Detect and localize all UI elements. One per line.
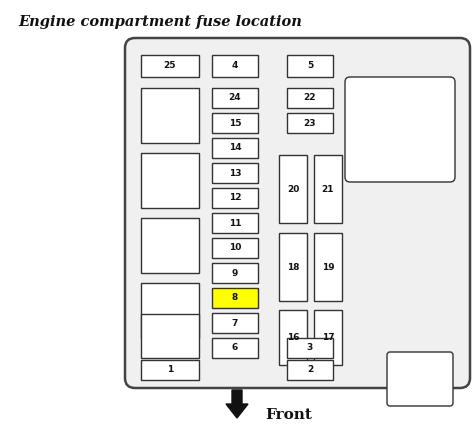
Bar <box>212 188 258 208</box>
Text: 22: 22 <box>304 93 316 102</box>
Text: 25: 25 <box>164 62 176 71</box>
Text: 14: 14 <box>228 143 241 152</box>
Text: 18: 18 <box>287 262 299 271</box>
Text: Engine compartment fuse location: Engine compartment fuse location <box>18 15 302 29</box>
Bar <box>141 88 199 143</box>
Text: 5: 5 <box>307 62 313 71</box>
Bar <box>141 153 199 208</box>
Bar <box>279 155 307 223</box>
Text: 4: 4 <box>232 62 238 71</box>
Text: 1: 1 <box>167 366 173 375</box>
Bar <box>287 338 333 358</box>
Text: 8: 8 <box>232 294 238 303</box>
Bar <box>141 283 199 338</box>
Bar <box>212 213 258 233</box>
Bar <box>212 238 258 258</box>
FancyBboxPatch shape <box>387 352 453 406</box>
Bar <box>314 310 342 365</box>
FancyArrow shape <box>226 390 248 418</box>
Bar <box>212 55 258 77</box>
Text: 2: 2 <box>307 366 313 375</box>
Bar <box>279 233 307 301</box>
Text: 19: 19 <box>322 262 334 271</box>
Bar <box>314 155 342 223</box>
Bar <box>141 314 199 358</box>
Text: 16: 16 <box>287 333 299 342</box>
Text: 11: 11 <box>229 219 241 228</box>
Bar <box>212 138 258 158</box>
Bar <box>279 310 307 365</box>
Text: 7: 7 <box>232 319 238 328</box>
Text: 6: 6 <box>232 343 238 353</box>
Text: Front: Front <box>265 408 312 422</box>
Bar <box>212 263 258 283</box>
Text: 17: 17 <box>322 333 334 342</box>
FancyBboxPatch shape <box>345 77 455 182</box>
Bar <box>212 163 258 183</box>
Text: 13: 13 <box>229 169 241 177</box>
Text: 3: 3 <box>307 343 313 353</box>
Bar <box>287 88 333 108</box>
Text: 12: 12 <box>229 194 241 202</box>
Text: 24: 24 <box>228 93 241 102</box>
Bar <box>212 88 258 108</box>
Bar <box>287 55 333 77</box>
FancyBboxPatch shape <box>125 38 470 388</box>
Bar <box>141 218 199 273</box>
Text: 23: 23 <box>304 118 316 127</box>
Bar <box>141 55 199 77</box>
Bar <box>287 360 333 380</box>
Bar <box>212 338 258 358</box>
Bar <box>287 113 333 133</box>
Bar <box>314 233 342 301</box>
Text: 10: 10 <box>229 244 241 253</box>
Bar <box>212 288 258 308</box>
Bar <box>141 360 199 380</box>
Bar <box>212 113 258 133</box>
Text: 15: 15 <box>229 118 241 127</box>
Bar <box>212 313 258 333</box>
Text: 9: 9 <box>232 269 238 278</box>
Text: 20: 20 <box>287 185 299 194</box>
Text: 21: 21 <box>322 185 334 194</box>
